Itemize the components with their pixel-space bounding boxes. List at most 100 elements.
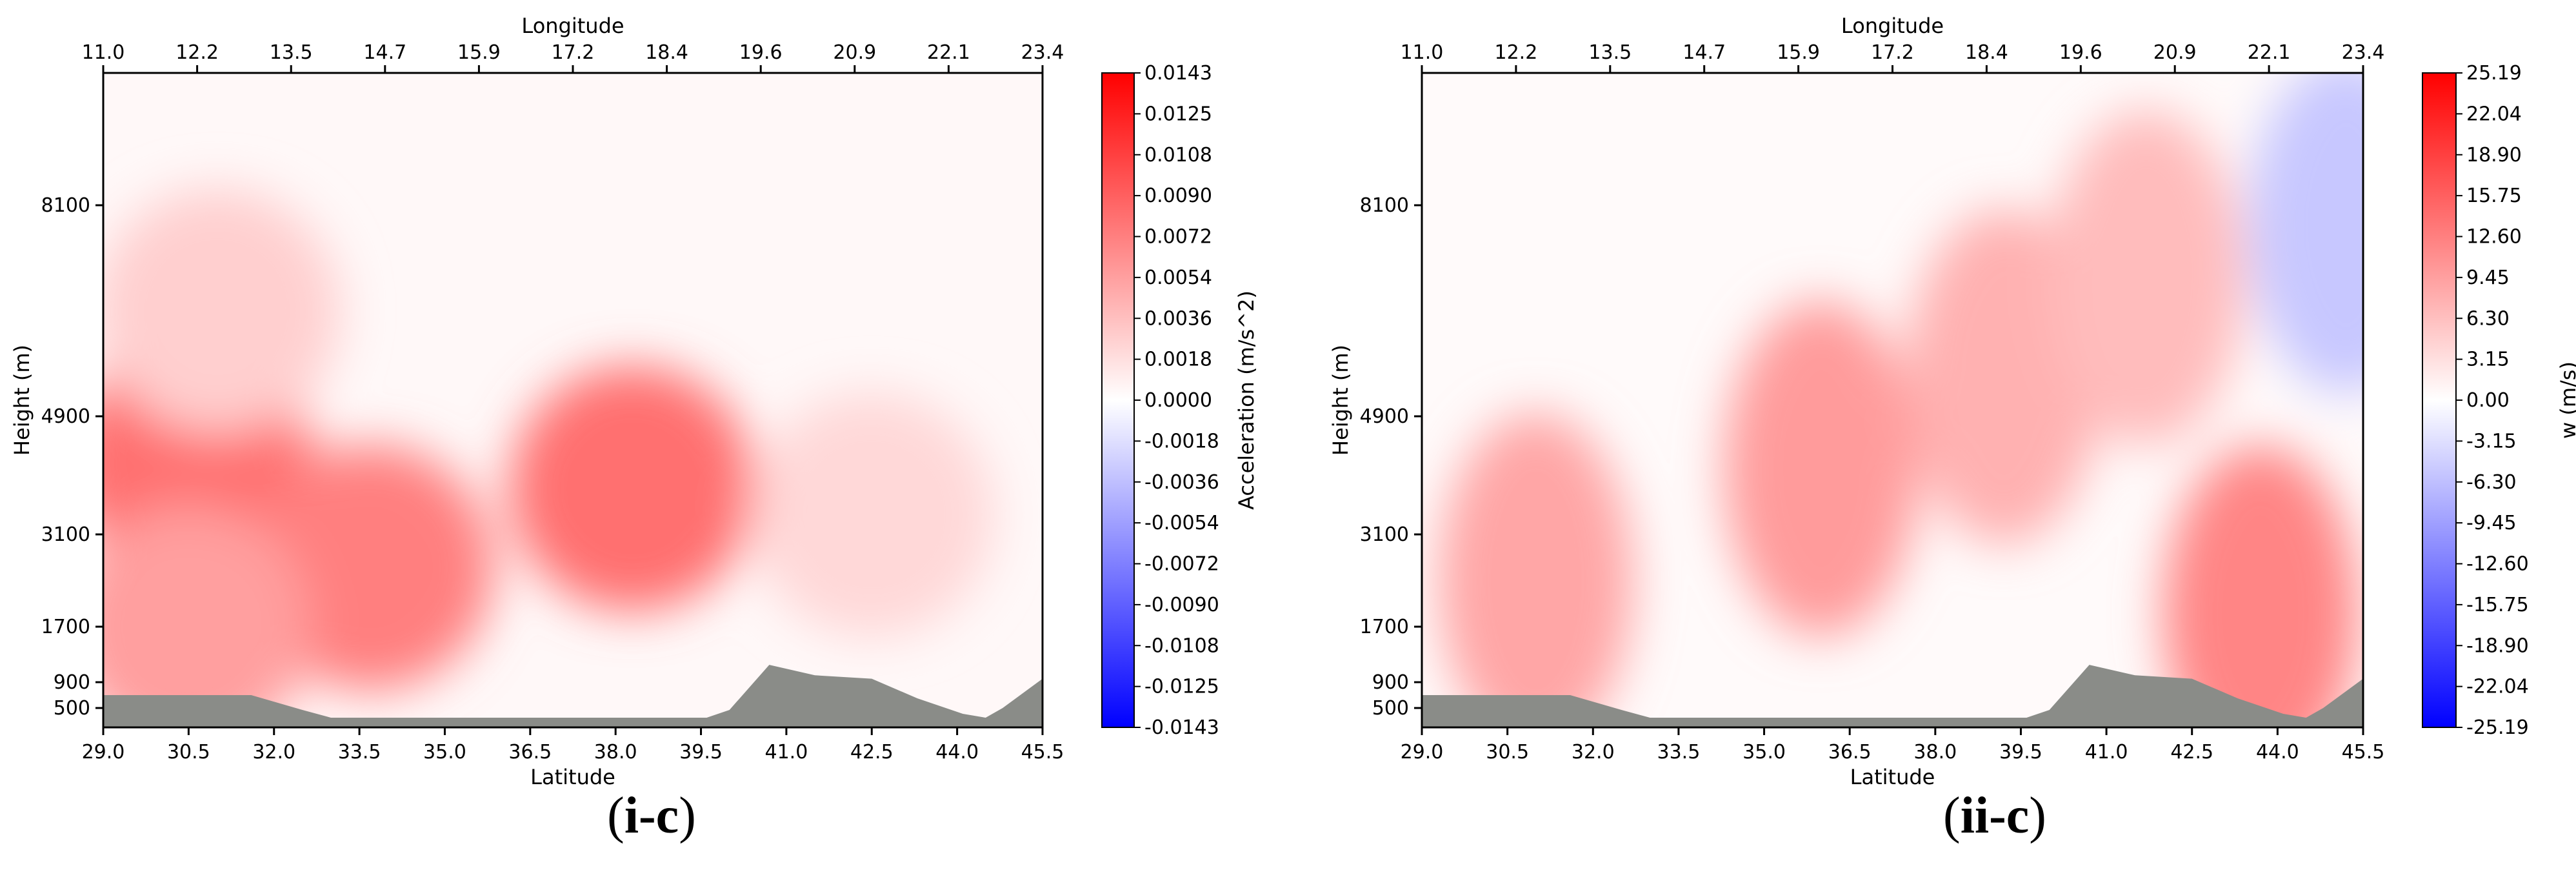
colorbar-label: Acceleration (m/s^2) — [1234, 290, 1259, 510]
top-tick-label: 20.9 — [2153, 41, 2197, 64]
terrain — [1422, 665, 2363, 727]
x-axis-label: Latitude — [530, 765, 615, 789]
x-tick-label: 33.5 — [338, 741, 381, 764]
field-feature — [749, 392, 995, 638]
x-axis-label: Latitude — [1850, 765, 1935, 789]
top-tick-label: 19.6 — [739, 41, 783, 64]
y-tick-label: 3100 — [1360, 523, 1409, 546]
colorbar-tick-label: 25.19 — [2466, 62, 2522, 85]
field-feature — [1724, 301, 1918, 637]
colorbar-tick-label: -25.19 — [2466, 716, 2529, 739]
colorbar-tick-label: 0.0143 — [1144, 62, 1212, 85]
colorbar-tick-label: -0.0054 — [1144, 512, 1219, 534]
colorbar-tick-label: -0.0125 — [1144, 676, 1219, 698]
x-tick-label: 32.0 — [1572, 741, 1615, 764]
x-tick-label: 41.0 — [765, 741, 808, 764]
field-feature — [103, 188, 340, 434]
figure-caption: (ii-c) — [1943, 787, 2046, 844]
x-tick-label: 39.5 — [679, 741, 723, 764]
colorbar-tick-label: -0.0018 — [1144, 430, 1219, 452]
top-tick-label: 23.4 — [1021, 41, 1064, 64]
x-tick-label: 35.0 — [423, 741, 466, 764]
x-tick-label: 42.5 — [2170, 741, 2213, 764]
y-tick-label: 500 — [1372, 697, 1409, 720]
colorbar-tick-label: 0.0072 — [1144, 226, 1212, 248]
x-tick-label: 42.5 — [850, 741, 894, 764]
colorbar-tick-label: 22.04 — [2466, 103, 2522, 125]
y-tick-label: 4900 — [1360, 405, 1409, 428]
top-tick-label: 20.9 — [833, 41, 876, 64]
top-tick-label: 14.7 — [1682, 41, 1726, 64]
top-tick-label: 14.7 — [363, 41, 406, 64]
y-tick-label: 8100 — [41, 194, 90, 217]
colorbar-tick-label: -18.90 — [2466, 634, 2529, 657]
field-feature — [103, 504, 312, 727]
colorbar-tick-label: -15.75 — [2466, 594, 2529, 616]
colorbar-tick-label: 0.0108 — [1144, 144, 1212, 167]
top-tick-label: 22.1 — [927, 41, 970, 64]
colorbar-tick-label: 0.00 — [2466, 389, 2510, 412]
colorbar-tick-label: -9.45 — [2466, 512, 2517, 534]
y-tick-label: 900 — [1372, 671, 1409, 694]
y-tick-label: 3100 — [41, 523, 90, 546]
x-tick-label: 32.0 — [252, 741, 295, 764]
top-tick-label: 11.0 — [1401, 41, 1444, 64]
top-tick-label: 22.1 — [2248, 41, 2291, 64]
colorbar-tick-label: 12.60 — [2466, 226, 2522, 248]
figure-caption: (i-c) — [607, 787, 696, 844]
colorbar-tick-label: -0.0143 — [1144, 716, 1219, 739]
field-layer — [1422, 73, 2363, 727]
field-feature — [2049, 110, 2243, 446]
caption-id: ii-c — [1961, 787, 2030, 844]
x-tick-label: 29.0 — [1401, 741, 1444, 764]
field-feature — [2163, 445, 2357, 727]
colorbar — [2422, 72, 2457, 728]
colorbar-tick-label: -6.30 — [2466, 471, 2517, 494]
colorbar-tick-label: -0.0072 — [1144, 553, 1219, 576]
y-axis-label: Height (m) — [1328, 345, 1353, 456]
x-tick-label: 38.0 — [1913, 741, 1957, 764]
colorbar-tick-label: -3.15 — [2466, 430, 2517, 452]
x-tick-label: 44.0 — [2256, 741, 2299, 764]
x-tick-label: 44.0 — [935, 741, 979, 764]
field-blobs — [103, 188, 995, 727]
y-tick-label: 900 — [54, 671, 90, 694]
colorbar-tick-label: 6.30 — [2466, 307, 2510, 330]
colorbar-tick-label: 0.0125 — [1144, 103, 1212, 125]
caption-close: ) — [679, 787, 696, 844]
colorbar-tick-label: 3.15 — [2466, 349, 2510, 371]
x-tick-label: 30.5 — [1486, 741, 1529, 764]
colorbar-tick-label: 0.0000 — [1144, 389, 1212, 412]
top-tick-label: 15.9 — [457, 41, 501, 64]
top-tick-label: 23.4 — [2342, 41, 2385, 64]
y-tick-label: 500 — [54, 697, 90, 720]
colorbar — [1101, 72, 1135, 728]
panel-ii-c: 29.0 30.5 32.0 33.5 35.0 36.5 38.0 39.5 41.0 42.5… — [1328, 14, 2576, 844]
colorbar-tick-label: -12.60 — [2466, 553, 2529, 576]
field-layer — [103, 188, 1043, 727]
colorbar-label: w (m/s) — [2556, 361, 2576, 439]
x-tick-label: 45.5 — [2342, 741, 2385, 764]
caption-open: ( — [607, 787, 624, 844]
top-tick-label: 17.2 — [552, 41, 595, 64]
colorbar-tick-label: -0.0090 — [1144, 594, 1219, 616]
colorbar-tick-label: 0.0054 — [1144, 267, 1212, 289]
x-tick-label: 36.5 — [1828, 741, 1872, 764]
colorbar-tick-label: -0.0108 — [1144, 634, 1219, 657]
x-tick-label: 35.0 — [1742, 741, 1786, 764]
y-tick-label: 4900 — [41, 405, 90, 428]
field-feature — [510, 365, 755, 611]
top-tick-label: 13.5 — [270, 41, 313, 64]
y-tick-label: 1700 — [41, 616, 90, 638]
top-tick-label: 11.0 — [82, 41, 125, 64]
top-axis-label: Longitude — [1841, 14, 1944, 38]
colorbar-tick-label: -0.0036 — [1144, 471, 1219, 494]
top-tick-label: 17.2 — [1871, 41, 1914, 64]
y-tick-label: 8100 — [1360, 194, 1409, 217]
x-tick-label: 36.5 — [508, 741, 552, 764]
y-axis-label: Height (m) — [10, 345, 34, 456]
top-tick-label: 19.6 — [2059, 41, 2102, 64]
panel-i-c: 29.0 30.5 32.0 33.5 35.0 36.5 38.0 39.5 41.0 42.5… — [10, 14, 1259, 844]
top-tick-label: 12.2 — [1495, 41, 1538, 64]
